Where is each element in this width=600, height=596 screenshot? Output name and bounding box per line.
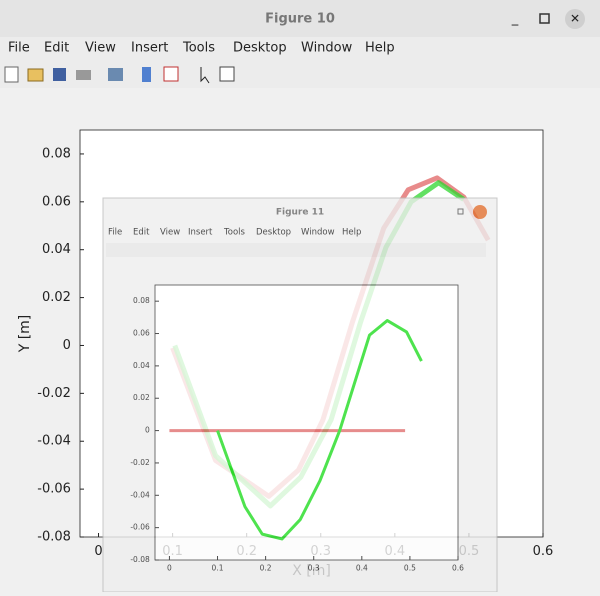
inner-menu-item[interactable]: Help: [342, 228, 361, 238]
y-tick-label: 0.02: [42, 290, 71, 305]
y-tick-label: -0.04: [37, 434, 71, 449]
y-tick-label: -0.08: [130, 555, 150, 564]
tool-pointer[interactable]: [200, 67, 210, 84]
y-tick-label: 0.06: [133, 329, 150, 338]
menu-item[interactable]: Insert: [131, 41, 168, 56]
tool-open[interactable]: [27, 68, 44, 82]
tool-print[interactable]: [76, 70, 91, 80]
y-tick-label: 0.08: [133, 296, 150, 305]
inner-menu-item[interactable]: View: [160, 228, 180, 238]
y-tick-label: -0.02: [37, 386, 71, 401]
series-line: [216, 319, 423, 541]
minimize-button[interactable]: _: [511, 12, 519, 27]
y-tick-label: 0.06: [42, 194, 71, 209]
inner-close-button[interactable]: [473, 205, 487, 219]
inner-menu-item[interactable]: Desktop: [256, 228, 291, 238]
inner-menu-item[interactable]: File: [108, 228, 122, 238]
menu-item[interactable]: Window: [301, 41, 353, 56]
menu-bar: File Edit View Insert Tools Desktop Window Help: [8, 41, 395, 56]
close-button[interactable]: [565, 9, 585, 29]
x-tick-label: 0.2: [260, 563, 272, 572]
y-tick-label: 0: [63, 338, 71, 353]
y-tick-label: -0.02: [130, 458, 150, 467]
x-tick-label: 0: [94, 544, 102, 559]
close-icon: ✕: [570, 12, 580, 26]
y-tick-label: 0.08: [42, 146, 71, 161]
inner-menu-item[interactable]: Window: [301, 228, 335, 238]
tool-save[interactable]: [53, 68, 66, 81]
figure-11-window: Figure 11 File Edit View Insert Tools Desktop…: [102, 197, 498, 593]
y-tick-label: -0.06: [37, 482, 71, 497]
menu-item[interactable]: Help: [365, 41, 395, 56]
menu-item[interactable]: View: [85, 41, 116, 56]
x-tick-label: 0.6: [452, 563, 464, 572]
menu-item[interactable]: Edit: [44, 41, 69, 56]
tool-legend[interactable]: [163, 66, 179, 82]
maximize-button[interactable]: [539, 13, 550, 24]
y-tick-label: 0.04: [42, 242, 71, 257]
tool-link[interactable]: [108, 68, 123, 81]
menu-item[interactable]: Desktop: [233, 41, 287, 56]
y-tick-label: -0.08: [37, 530, 71, 545]
inner-maximize-button[interactable]: [457, 208, 464, 215]
tool-new[interactable]: [4, 66, 19, 83]
inner-menu-item[interactable]: Tools: [223, 228, 246, 238]
menu-item[interactable]: File: [8, 41, 30, 56]
x-tick-label: 0.4: [356, 563, 368, 572]
menu-item[interactable]: Tools: [182, 41, 215, 56]
y-tick-label: 0.04: [133, 361, 150, 370]
menu-toolbar-area: [0, 37, 600, 88]
tool-colorbar[interactable]: [142, 67, 151, 82]
window-title: Figure 10: [265, 12, 335, 27]
title-bar: [0, 0, 600, 37]
inner-menu-item[interactable]: Edit: [133, 228, 150, 238]
y-axis-label: Y [m]: [17, 315, 33, 354]
y-tick-label: -0.04: [130, 490, 150, 499]
inner-menu-bar: File Edit View Insert Tools Desktop Window Help: [108, 228, 361, 238]
inner-toolbar: [106, 243, 486, 257]
axes-background: [154, 284, 459, 561]
inner-window-title: Figure 11: [276, 208, 324, 218]
x-tick-label: 0.3: [308, 563, 320, 572]
x-tick-label: 0.5: [404, 563, 416, 572]
x-tick-label: 0: [167, 563, 172, 572]
tool-dock[interactable]: [219, 66, 235, 82]
y-tick-label: 0.02: [133, 393, 150, 402]
x-tick-label: 0.1: [212, 563, 224, 572]
y-tick-label: -0.06: [130, 523, 150, 532]
y-tick-label: 0: [145, 426, 150, 435]
toolbar: [4, 66, 235, 84]
x-tick-label: 0.6: [533, 544, 554, 559]
inner-menu-item[interactable]: Insert: [188, 228, 213, 238]
